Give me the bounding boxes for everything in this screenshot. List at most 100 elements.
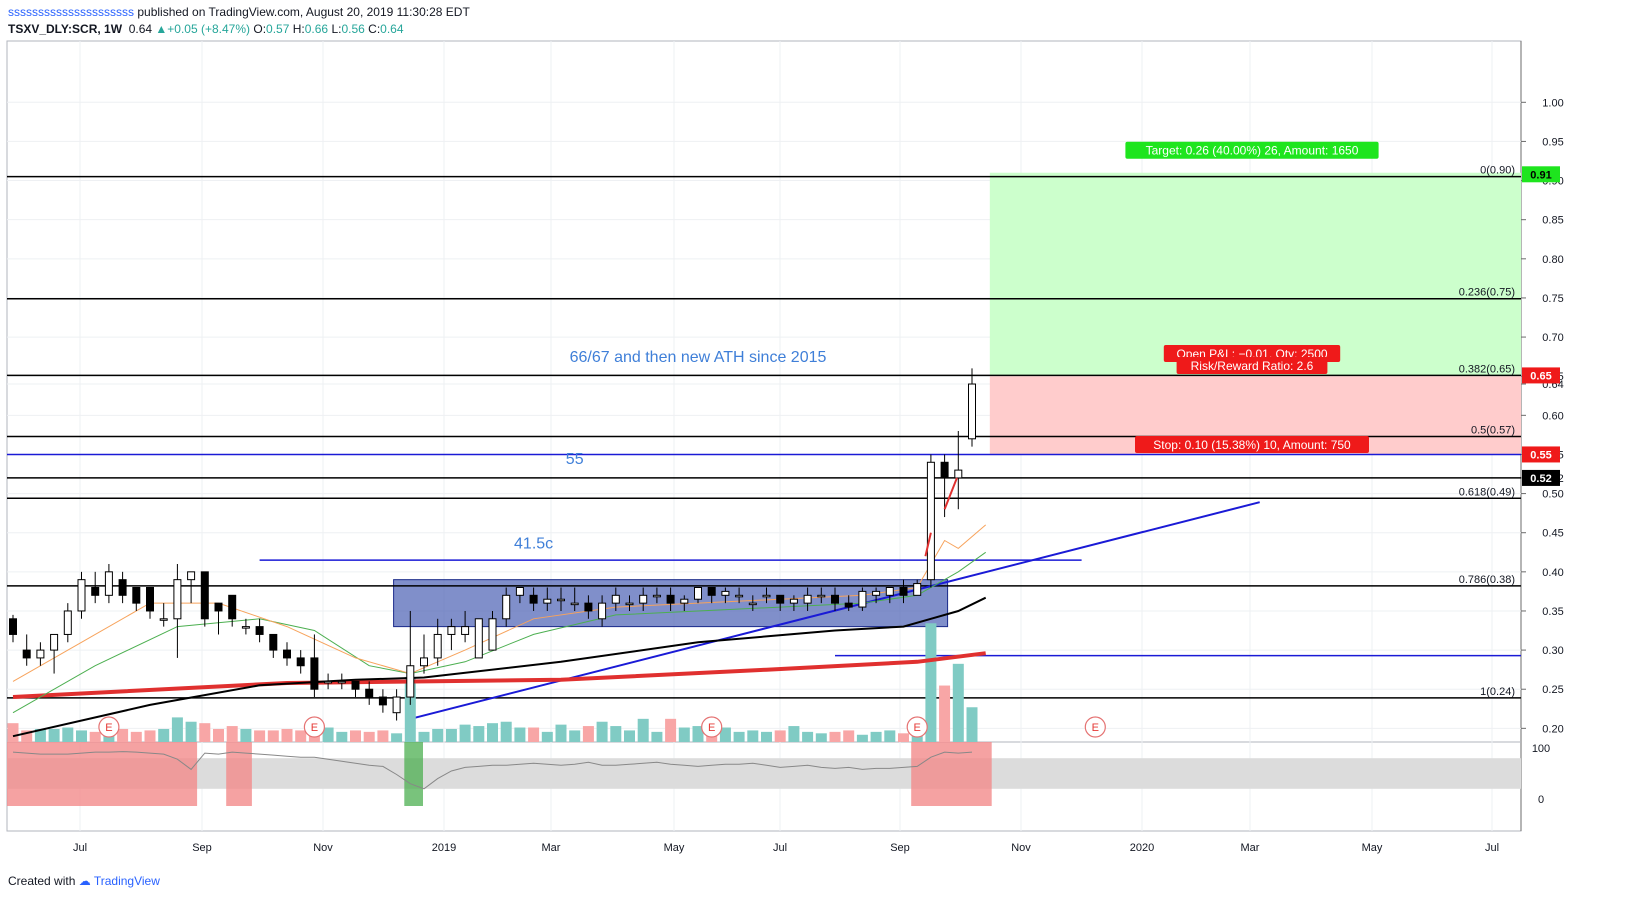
earnings-marker[interactable] <box>98 716 120 738</box>
candle-body[interactable] <box>50 633 59 651</box>
candle-body[interactable] <box>433 633 442 659</box>
stop-label-bg[interactable] <box>1135 436 1369 453</box>
candle-body[interactable] <box>392 696 401 714</box>
author-username[interactable]: sssssssssssssssssssss <box>8 5 134 19</box>
candle-body[interactable] <box>488 618 497 651</box>
candle-body[interactable] <box>885 586 894 596</box>
candle-body[interactable] <box>283 649 291 659</box>
oscillator-line[interactable] <box>12 751 973 790</box>
target-label-bg[interactable] <box>1125 141 1379 159</box>
candle-body[interactable] <box>214 602 223 612</box>
candle-body[interactable] <box>9 618 17 635</box>
candle-body[interactable] <box>255 626 264 635</box>
candle-body[interactable] <box>269 633 278 651</box>
price-badge-label: 0.65 <box>1530 370 1551 382</box>
candle-body[interactable] <box>584 602 593 612</box>
volume-bar <box>898 733 909 742</box>
candle-body[interactable] <box>461 626 470 635</box>
candle-body[interactable] <box>694 586 702 600</box>
candle-body[interactable] <box>666 594 675 604</box>
candle-body[interactable] <box>406 665 415 698</box>
candle-body[interactable] <box>36 649 45 659</box>
time-tick-label: May <box>664 842 685 854</box>
moving-average-line[interactable] <box>12 651 986 699</box>
candle-body[interactable] <box>63 610 72 635</box>
candle-body[interactable] <box>611 594 620 604</box>
candle-body[interactable] <box>365 688 374 698</box>
candle-body[interactable] <box>474 618 483 659</box>
target-zone[interactable] <box>989 172 1521 377</box>
earnings-marker[interactable] <box>1084 716 1106 738</box>
volume-bar <box>651 731 663 742</box>
candle-body[interactable] <box>543 598 552 604</box>
candle-body[interactable] <box>954 469 963 479</box>
tradingview-brand[interactable]: TradingView <box>93 874 160 888</box>
fib-level-label: 0.382(0.65) <box>1459 363 1515 375</box>
candle-body[interactable] <box>789 598 798 604</box>
candle-body[interactable] <box>200 571 209 620</box>
candle-body[interactable] <box>913 583 922 596</box>
candle-body[interactable] <box>173 579 182 620</box>
risk-reward-label-bg[interactable] <box>1176 357 1328 374</box>
candle-body[interactable] <box>570 602 579 606</box>
candle-body[interactable] <box>118 579 127 596</box>
time-tick-label: 2020 <box>1130 842 1154 854</box>
candle-body[interactable] <box>858 590 867 608</box>
candle-body[interactable] <box>844 602 853 608</box>
candle-body[interactable] <box>735 594 744 598</box>
candle-body[interactable] <box>762 594 771 598</box>
candle-body[interactable] <box>968 383 976 440</box>
candle-body[interactable] <box>721 590 730 596</box>
candle-body[interactable] <box>22 649 31 659</box>
candle-body[interactable] <box>296 657 305 667</box>
candle-body[interactable] <box>132 586 141 604</box>
candle-body[interactable] <box>803 594 812 604</box>
earnings-marker[interactable] <box>303 716 325 738</box>
volume-bar <box>665 718 677 742</box>
candle-body[interactable] <box>652 594 661 598</box>
candle-body[interactable] <box>639 594 648 604</box>
earnings-marker[interactable] <box>906 716 928 738</box>
candle-body[interactable] <box>872 590 881 596</box>
stop-label: Stop: 0.10 (15.38%) 10, Amount: 750 <box>1153 438 1351 452</box>
candle-body[interactable] <box>228 594 237 620</box>
moving-average-line[interactable] <box>12 596 987 738</box>
candle-body[interactable] <box>776 594 785 604</box>
candle-body[interactable] <box>899 586 908 596</box>
candle-body[interactable] <box>420 657 428 667</box>
candle-body[interactable] <box>77 579 86 612</box>
candle-body[interactable] <box>680 598 689 604</box>
candle-body[interactable] <box>241 626 250 629</box>
volume-bar <box>500 721 512 742</box>
candle-body[interactable] <box>310 657 319 690</box>
candle-body[interactable] <box>817 594 826 598</box>
price-badge-label: 0.55 <box>1530 449 1551 461</box>
candle-body[interactable] <box>748 602 757 606</box>
candle-body[interactable] <box>378 696 387 706</box>
candle-body[interactable] <box>159 618 168 621</box>
candle-body[interactable] <box>515 586 524 596</box>
candle-body[interactable] <box>598 602 607 620</box>
candle-body[interactable] <box>104 571 113 596</box>
moving-average-line[interactable] <box>12 524 987 682</box>
volume-bar <box>34 728 46 742</box>
candle-body[interactable] <box>187 571 196 581</box>
candle-body[interactable] <box>707 586 716 596</box>
candle-body[interactable] <box>502 594 511 620</box>
candle-body[interactable] <box>351 680 360 690</box>
candle-body[interactable] <box>337 680 346 684</box>
earnings-marker[interactable] <box>701 716 723 738</box>
candle-body[interactable] <box>447 626 456 635</box>
candle-body[interactable] <box>91 586 100 596</box>
candle-body[interactable] <box>940 461 949 479</box>
candle-body[interactable] <box>557 598 565 602</box>
candle-body[interactable] <box>926 461 935 581</box>
candle-body[interactable] <box>146 586 154 612</box>
candle-body[interactable] <box>831 594 839 604</box>
volume-bar <box>158 728 170 742</box>
candle-body[interactable] <box>529 594 538 604</box>
candle-body[interactable] <box>324 680 333 684</box>
candle-body[interactable] <box>625 602 634 606</box>
volume-bar <box>322 727 334 742</box>
